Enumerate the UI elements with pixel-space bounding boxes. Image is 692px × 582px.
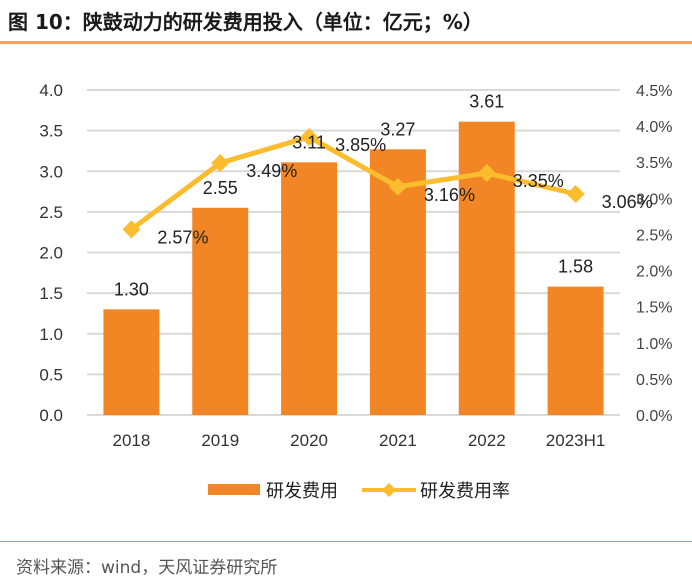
bar (281, 162, 338, 415)
bar-data-label: 3.27 (380, 119, 415, 139)
source-divider (0, 541, 692, 542)
y-axis-left: 0.0 0.5 1.0 1.5 2.0 2.5 3.0 3.5 4.0 (39, 81, 63, 425)
title-divider (0, 41, 692, 44)
y-right-tick-label: 4.0% (636, 119, 672, 136)
y-right-tick-label: 2.0% (636, 264, 672, 281)
bar-series (103, 121, 604, 415)
legend-diamond-icon (382, 483, 396, 497)
bar-data-label: 1.58 (558, 257, 593, 277)
y-left-tick-label: 3.0 (39, 162, 63, 181)
bar (103, 309, 160, 415)
x-tick-label: 2019 (201, 431, 239, 450)
y-left-tick-label: 0.5 (39, 365, 63, 384)
bar-data-label: 3.61 (469, 92, 504, 112)
bar (547, 286, 604, 415)
line-data-label: 3.06% (602, 192, 653, 212)
legend: 研发费用 研发费用率 (208, 481, 510, 502)
y-left-tick-label: 1.0 (39, 325, 63, 344)
gridlines (87, 89, 620, 416)
line-data-labels: 2.57% 3.49% 3.85% 3.16% 3.35% 3.06% (157, 135, 652, 247)
legend-bar-swatch (208, 484, 260, 495)
source-note: 资料来源：wind，天风证券研究所 (16, 558, 278, 578)
y-left-tick-label: 3.5 (39, 122, 63, 141)
bar-data-labels: 1.30 2.55 3.11 3.27 3.61 1.58 (114, 92, 593, 300)
y-right-tick-label: 4.5% (636, 83, 672, 100)
y-right-tick-label: 2.5% (636, 227, 672, 244)
y-right-tick-label: 0.0% (636, 408, 672, 425)
line-series (122, 127, 585, 239)
line-data-label: 3.16% (424, 185, 475, 205)
y-left-tick-label: 0.0 (39, 406, 63, 425)
line-marker (388, 177, 407, 196)
line-path (129, 134, 577, 232)
line-data-label: 3.85% (335, 135, 386, 155)
line-data-label: 3.49% (246, 161, 297, 181)
x-tick-label: 2022 (468, 431, 506, 450)
y-left-tick-label: 2.0 (39, 244, 63, 263)
chart: 0.0 0.5 1.0 1.5 2.0 2.5 3.0 3.5 4.0 0.0% 0.5% 1.0%… (39, 81, 672, 502)
line-data-label: 3.35% (513, 171, 564, 191)
line-data-label: 2.57% (157, 227, 208, 247)
x-axis: 2018 2019 2020 2021 2022 2023H1 (113, 431, 606, 450)
y-right-tick-label: 0.5% (636, 372, 672, 389)
line-marker (477, 164, 496, 183)
x-tick-label: 2023H1 (546, 431, 606, 450)
y-right-tick-label: 3.5% (636, 155, 672, 172)
y-right-tick-label: 1.5% (636, 300, 672, 317)
bar-data-label: 2.55 (203, 178, 238, 198)
bar-data-label: 1.30 (114, 279, 149, 299)
x-tick-label: 2018 (113, 431, 151, 450)
line-marker (566, 185, 585, 203)
y-right-tick-label: 1.0% (636, 336, 672, 353)
line-marker (300, 127, 319, 146)
legend-line-label: 研发费用率 (420, 481, 510, 502)
y-right-tick-label: 3.0% (636, 191, 672, 208)
legend-bar-label: 研发费用 (266, 481, 338, 502)
line-marker (211, 153, 230, 172)
bar (192, 207, 249, 415)
line-marker (122, 220, 141, 239)
y-left-tick-label: 1.5 (39, 284, 63, 303)
x-tick-label: 2020 (290, 431, 328, 450)
y-left-tick-label: 4.0 (39, 81, 63, 100)
y-left-tick-label: 2.5 (39, 203, 63, 222)
figure-title: 图 10：陕鼓动力的研发费用投入（单位：亿元；%） (8, 10, 483, 34)
bar-data-label: 3.11 (292, 132, 326, 152)
y-axis-right: 0.0% 0.5% 1.0% 1.5% 2.0% 2.5% 3.0% 3.5% 4.0% 4.5% (636, 83, 672, 425)
x-tick-label: 2021 (379, 431, 417, 450)
